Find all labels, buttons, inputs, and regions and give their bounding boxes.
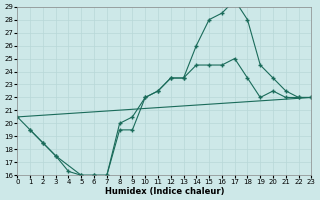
X-axis label: Humidex (Indice chaleur): Humidex (Indice chaleur): [105, 187, 224, 196]
